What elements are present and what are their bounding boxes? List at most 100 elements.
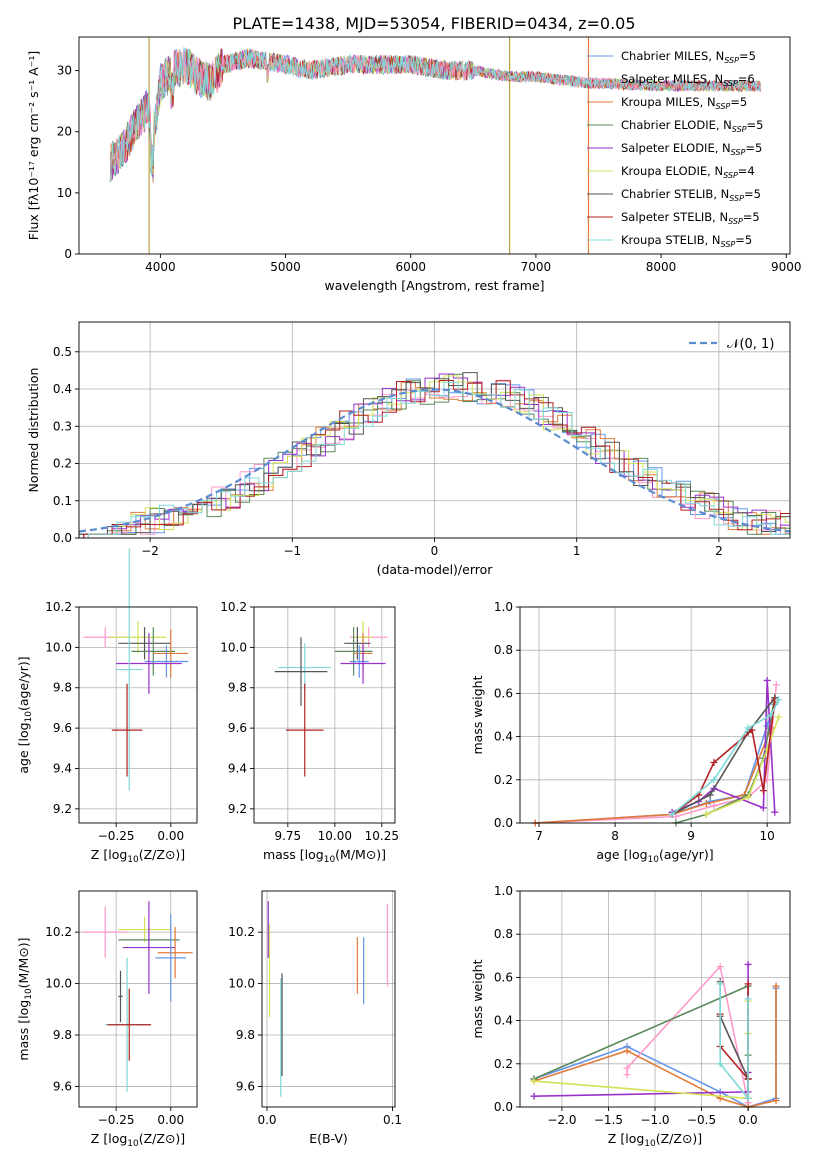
y-tick-label: 9.8 bbox=[53, 681, 72, 695]
y-tick-label: 0.2 bbox=[494, 773, 513, 787]
error-bar-point bbox=[131, 627, 176, 676]
legend-label: 𝒩(0, 1) bbox=[727, 337, 774, 352]
axes-frame bbox=[78, 890, 198, 1108]
line-kroupa-miles bbox=[533, 986, 777, 1108]
y-tick-label: 20 bbox=[57, 125, 72, 139]
y-tick-label: 10.2 bbox=[220, 600, 247, 614]
data-marker bbox=[744, 995, 752, 1003]
y-tick-label: 0.3 bbox=[53, 419, 72, 433]
y-tick-label: 9.6 bbox=[236, 1079, 255, 1093]
y-tick-label: 0.2 bbox=[494, 1057, 513, 1071]
histogram-series bbox=[87, 381, 790, 538]
y-tick-label: 10.2 bbox=[45, 600, 72, 614]
line-kroupa-elodie bbox=[705, 716, 780, 816]
x-axis-label: Z [log10(Z/Z⊙)] bbox=[91, 1131, 185, 1149]
x-tick-label: 0 bbox=[431, 544, 439, 558]
y-tick-label: 0.0 bbox=[494, 1100, 513, 1114]
y-tick-label: 0 bbox=[64, 247, 72, 261]
y-axis-label: age [log10(age/yr)] bbox=[16, 656, 34, 773]
y-tick-label: 9.2 bbox=[228, 802, 247, 816]
data-marker bbox=[775, 696, 783, 704]
data-marker bbox=[744, 980, 752, 988]
error-bar-point bbox=[118, 970, 123, 1023]
x-tick-label: 5000 bbox=[270, 260, 301, 274]
y-tick-label: 0.6 bbox=[494, 686, 513, 700]
data-marker bbox=[623, 1071, 631, 1079]
data-marker bbox=[763, 676, 771, 684]
x-tick-label: 1 bbox=[573, 544, 581, 558]
legend-label: Kroupa ELODIE, NSSP=4 bbox=[621, 164, 755, 180]
x-tick-label: 8 bbox=[611, 829, 619, 843]
y-tick-label: 0.8 bbox=[494, 643, 513, 657]
error-bar-point bbox=[153, 629, 189, 678]
error-bar-point bbox=[285, 683, 324, 777]
axes-frame bbox=[78, 36, 791, 255]
data-marker bbox=[623, 1047, 631, 1055]
y-tick-label: 0.6 bbox=[494, 970, 513, 984]
x-tick-label: 6000 bbox=[395, 260, 426, 274]
x-tick-label: −0.5 bbox=[687, 1113, 716, 1127]
y-axis-label: Flux [fλ10⁻¹⁷ erg cm⁻² s⁻¹ A⁻¹] bbox=[26, 51, 41, 240]
data-marker bbox=[744, 724, 752, 732]
legend-label: Chabrier MILES, NSSP=5 bbox=[621, 49, 756, 65]
y-tick-label: 9.8 bbox=[228, 681, 247, 695]
y-tick-label: 9.8 bbox=[236, 1028, 255, 1042]
y-tick-label: 10.2 bbox=[228, 925, 255, 939]
x-tick-label: 0.0 bbox=[739, 1113, 758, 1127]
x-tick-label: −2.0 bbox=[547, 1113, 576, 1127]
legend-label: Kroupa MILES, NSSP=5 bbox=[621, 95, 747, 111]
legend-label: Kroupa STELIB, NSSP=5 bbox=[621, 233, 752, 249]
x-axis-label: Z [log10(Z/Z⊙)] bbox=[608, 1131, 702, 1149]
x-tick-label: 2 bbox=[715, 544, 723, 558]
y-tick-label: 0.0 bbox=[494, 816, 513, 830]
y-tick-label: 0.1 bbox=[53, 494, 72, 508]
x-tick-label: 0.0 bbox=[257, 1113, 276, 1127]
x-tick-label: 10 bbox=[760, 829, 775, 843]
data-marker bbox=[710, 802, 718, 810]
axes-frame bbox=[253, 606, 396, 824]
x-tick-label: −1.0 bbox=[640, 1113, 669, 1127]
data-marker bbox=[710, 776, 718, 784]
y-tick-label: 0.4 bbox=[53, 382, 72, 396]
x-axis-label: wavelength [Angstrom, rest frame] bbox=[324, 278, 544, 293]
y-tick-label: 0.4 bbox=[494, 730, 513, 744]
x-tick-label: −0.25 bbox=[98, 1113, 135, 1127]
y-tick-label: 9.6 bbox=[53, 721, 72, 735]
data-marker bbox=[716, 963, 724, 971]
x-axis-label: E(B-V) bbox=[309, 1131, 348, 1146]
data-marker bbox=[775, 713, 783, 721]
x-tick-label: 0.00 bbox=[157, 829, 184, 843]
data-marker bbox=[702, 800, 710, 808]
mass-vs-ebv-panel: 0.0 0.1 9.6 9.8 10.0 10.2 E(B-V) bbox=[228, 890, 402, 1146]
y-axis-label: mass weight bbox=[470, 675, 485, 754]
data-marker bbox=[716, 1060, 724, 1068]
data-marker bbox=[702, 810, 710, 818]
residual-histogram-panel: −2 −1 0 1 2 0.0 0.1 0.2 0.3 0.4 0.5 (data-model)/er… bbox=[26, 321, 791, 577]
data-marker bbox=[771, 808, 779, 816]
y-tick-label: 10.0 bbox=[220, 640, 247, 654]
x-tick-label: −2 bbox=[141, 544, 159, 558]
x-tick-label: 8000 bbox=[646, 260, 677, 274]
data-marker bbox=[759, 804, 767, 812]
y-tick-label: 9.6 bbox=[228, 721, 247, 735]
y-tick-label: 30 bbox=[57, 64, 72, 78]
age-vs-mass-panel: 9.75 10.00 10.25 9.2 9.4 9.6 9.8 10.0 10.2 mass [… bbox=[220, 600, 399, 865]
legend-label: Salpeter ELODIE, NSSP=5 bbox=[621, 141, 762, 157]
error-bar-point bbox=[344, 627, 371, 660]
data-marker bbox=[763, 746, 771, 754]
data-marker bbox=[772, 1097, 780, 1105]
y-axis-label: mass [log10(M/M⊙)] bbox=[16, 937, 34, 1060]
error-bar-point bbox=[109, 621, 167, 654]
histogram-group bbox=[78, 372, 790, 538]
y-tick-label: 10.0 bbox=[228, 977, 255, 991]
spectrum-kroupa-stelib bbox=[109, 46, 762, 182]
error-bar-point bbox=[118, 916, 171, 943]
axes-frame bbox=[519, 606, 791, 824]
y-tick-label: 0.4 bbox=[494, 1014, 513, 1028]
data-marker bbox=[623, 1064, 631, 1072]
y-tick-label: 10 bbox=[57, 186, 72, 200]
y-tick-label: 9.4 bbox=[53, 761, 72, 775]
spectrum-lines bbox=[109, 37, 762, 254]
y-tick-label: 9.8 bbox=[53, 1028, 72, 1042]
